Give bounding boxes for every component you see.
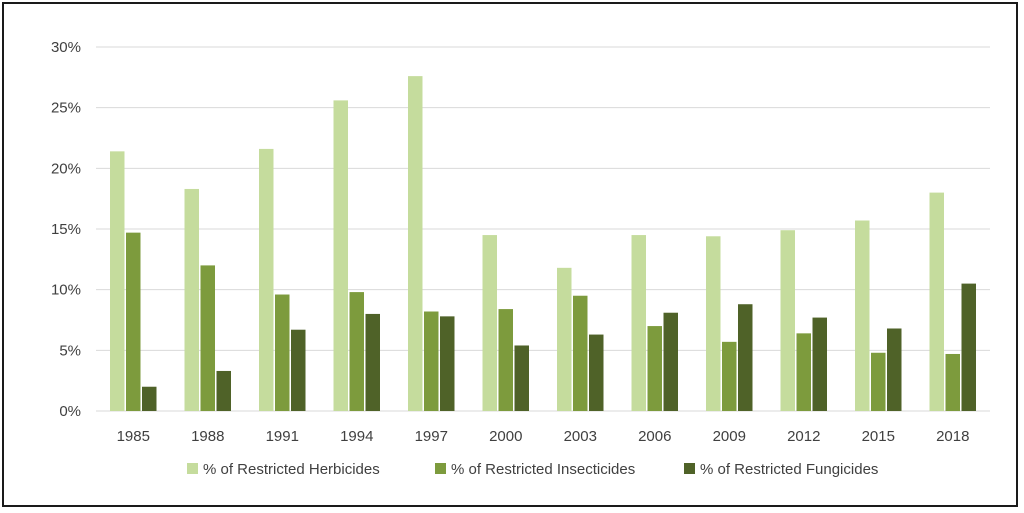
bar-2-1985 [126,232,141,411]
bar-2-2003 [573,295,588,411]
x-tick-label: 2000 [489,428,522,445]
bar-1-2015 [855,220,870,411]
y-tick-label: 30% [51,39,81,56]
x-tick-label: 2015 [862,428,895,445]
bar-3-2006 [663,312,678,411]
bar-2-1988 [200,265,215,411]
y-tick-label: 15% [51,221,81,238]
y-tick-label: 5% [59,342,81,359]
bar-2-2012 [796,333,811,411]
bar-1-2006 [631,235,646,411]
bar-2-2015 [871,352,886,411]
bar-1-2018 [929,192,944,411]
legend-swatch [435,463,446,474]
bar-1-2009 [706,236,721,411]
bar-3-2000 [514,345,529,411]
bar-2-1994 [349,292,364,411]
gridlines [96,46,990,412]
x-tick-label: 2009 [713,428,746,445]
legend-item: % of Restricted Fungicides [684,461,878,478]
y-tick-label: 0% [59,403,81,420]
legend-label: % of Restricted Insecticides [451,461,635,478]
bar-3-2003 [589,334,604,411]
bar-1-1985 [110,151,125,411]
bar-1-1994 [333,100,348,412]
x-tick-label: 1994 [340,428,373,445]
bar-1-2003 [557,267,572,411]
bar-2-2018 [945,353,960,411]
x-tick-label: 2003 [564,428,597,445]
y-axis-ticks: 0% 5% 10% 15% 20% 25% 30% [51,39,81,420]
bar-1-2012 [780,230,795,411]
bar-3-2009 [738,304,753,411]
legend-item: % of Restricted Insecticides [435,461,635,478]
bars [110,76,976,412]
bar-3-2015 [887,328,902,411]
legend: % of Restricted Herbicides % of Restricte… [187,461,878,478]
legend-swatch [187,463,198,474]
bar-2-2000 [498,309,513,411]
x-tick-label: 1988 [191,428,224,445]
x-tick-label: 2006 [638,428,671,445]
bar-1-1988 [184,188,199,411]
x-tick-label: 2018 [936,428,969,445]
chart-frame: 0% 5% 10% 15% 20% 25% 30% 1985 1988 1991 1994 1997… [2,2,1018,507]
x-tick-label: 1991 [266,428,299,445]
bar-1-1997 [408,76,423,412]
bar-3-2018 [961,283,976,411]
x-axis-ticks: 1985 1988 1991 1994 1997 2000 2003 2006 2009 2012… [117,428,970,445]
x-tick-label: 2012 [787,428,820,445]
legend-swatch [684,463,695,474]
y-tick-label: 20% [51,160,81,177]
bar-chart: 0% 5% 10% 15% 20% 25% 30% 1985 1988 1991 1994 1997… [51,39,990,478]
bar-3-1991 [291,329,306,411]
bar-3-2012 [812,317,827,411]
bar-3-1985 [142,386,157,411]
bar-3-1988 [216,370,231,411]
y-tick-label: 10% [51,282,81,299]
bar-2-2006 [647,326,662,411]
bar-1-1991 [259,148,274,412]
x-tick-label: 1997 [415,428,448,445]
x-tick-label: 1985 [117,428,150,445]
bar-2-1997 [424,311,439,411]
bar-2-1991 [275,294,290,411]
bar-3-1997 [440,316,455,411]
legend-label: % of Restricted Herbicides [203,461,380,478]
bar-3-1994 [365,313,380,411]
y-tick-label: 25% [51,100,81,117]
bar-1-2000 [482,235,497,411]
bar-2-2009 [722,341,737,411]
legend-label: % of Restricted Fungicides [700,461,878,478]
legend-item: % of Restricted Herbicides [187,461,380,478]
